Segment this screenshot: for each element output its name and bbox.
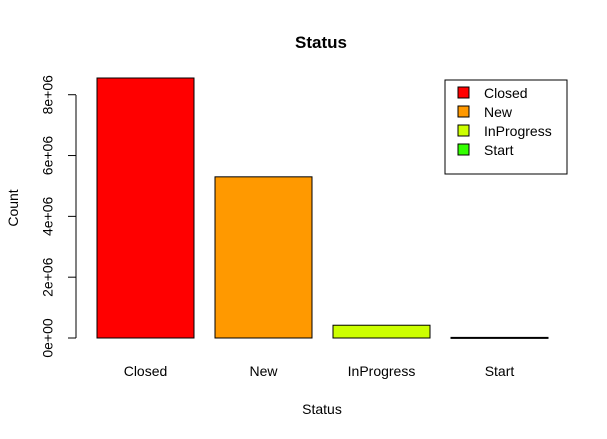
bar-inprogress <box>332 324 431 339</box>
x-axis-label: Status <box>302 401 342 417</box>
bar-closed <box>96 77 195 339</box>
y-tick-label-2: 4e+06 <box>40 196 56 236</box>
bars <box>96 77 549 339</box>
y-axis-label: Count <box>5 189 21 226</box>
x-tick-label-inprogress: InProgress <box>348 363 416 379</box>
legend-swatch-start <box>457 143 470 156</box>
bar-new <box>214 176 313 339</box>
legend-label-closed: Closed <box>484 85 528 101</box>
bar-start <box>450 336 549 339</box>
x-tick-label-closed: Closed <box>124 363 168 379</box>
legend-label-start: Start <box>484 142 514 158</box>
legend-swatch-new <box>457 105 470 118</box>
legend-label-new: New <box>484 104 513 120</box>
legend-label-inprogress: InProgress <box>484 123 552 139</box>
y-tick-label-3: 6e+06 <box>40 136 56 176</box>
x-axis-labels: Closed New InProgress Start <box>124 363 515 379</box>
legend: Closed New InProgress Start <box>444 79 568 175</box>
legend-swatch-inprogress <box>457 124 470 137</box>
y-tick-label-0: 0e+00 <box>40 318 56 358</box>
y-tick-label-1: 2e+06 <box>40 257 56 297</box>
y-tick-label-4: 8e+06 <box>40 75 56 115</box>
x-tick-label-new: New <box>249 363 278 379</box>
chart-title: Status <box>295 33 347 52</box>
x-tick-label-start: Start <box>485 363 515 379</box>
y-axis-ticks: 0e+00 2e+06 4e+06 6e+06 8e+06 <box>40 75 76 358</box>
legend-swatch-closed <box>457 86 470 99</box>
